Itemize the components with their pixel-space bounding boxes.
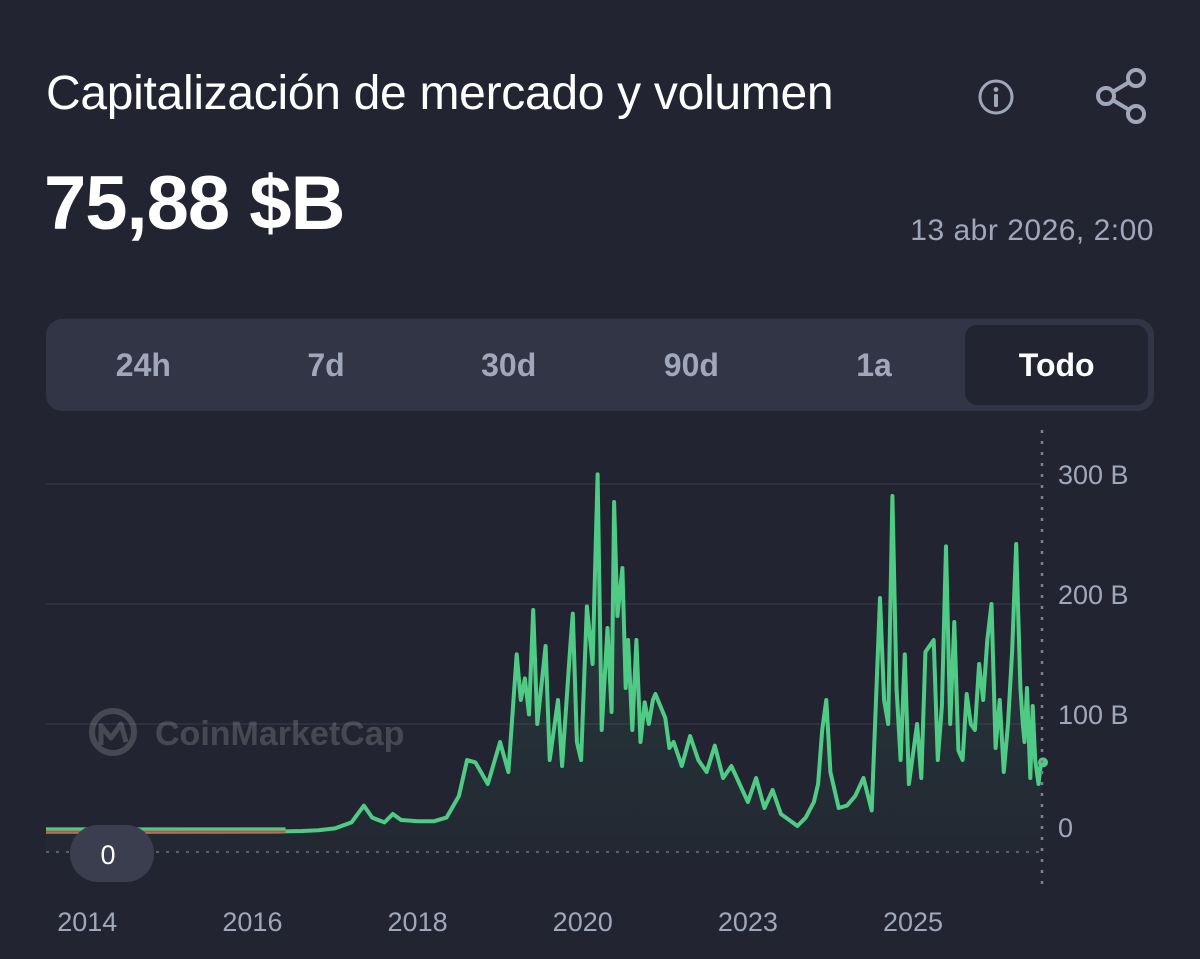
tab-30d[interactable]: 30d xyxy=(481,346,537,383)
x-tick-label: 2020 xyxy=(553,907,613,937)
volume-chart[interactable]: CoinMarketCap 0 100 B 200 B 300 B 2014 2016 20… xyxy=(0,420,1200,959)
time-range-tabs: 24h 7d 30d 90d 1a Todo xyxy=(46,319,1154,411)
watermark-logo: CoinMarketCap xyxy=(89,708,404,756)
x-tick-label: 2016 xyxy=(222,907,282,937)
x-tick-label: 2014 xyxy=(57,907,117,937)
y-tick-label: 100 B xyxy=(1058,700,1129,730)
timestamp: 13 abr 2026, 2:00 xyxy=(910,214,1154,247)
tab-todo[interactable]: Todo xyxy=(965,325,1149,405)
tab-90d[interactable]: 90d xyxy=(663,346,719,383)
info-circle-icon[interactable] xyxy=(977,78,1015,116)
baseline-badge xyxy=(70,825,154,882)
watermark-icon xyxy=(89,708,137,756)
watermark-icon-mark xyxy=(98,721,129,745)
share-icon[interactable] xyxy=(1092,66,1150,126)
x-tick-label: 2025 xyxy=(883,907,943,937)
tab-7d[interactable]: 7d xyxy=(307,346,345,383)
tab-1a[interactable]: 1a xyxy=(856,346,892,383)
x-tick-label: 2023 xyxy=(718,907,778,937)
tab-24h[interactable]: 24h xyxy=(115,346,171,383)
baseline-badge-label: 0 xyxy=(100,840,115,870)
page-title: Capitalización de mercado y volumen xyxy=(46,67,834,120)
y-tick-label: 300 B xyxy=(1058,460,1129,490)
market-cap-value: 75,88 $B xyxy=(44,161,345,246)
y-tick-label: 200 B xyxy=(1058,580,1129,610)
watermark-text: CoinMarketCap xyxy=(155,715,404,753)
series-area xyxy=(46,474,1041,852)
y-tick-label: 0 xyxy=(1058,813,1073,843)
x-tick-label: 2018 xyxy=(388,907,448,937)
series-line xyxy=(46,472,1043,834)
